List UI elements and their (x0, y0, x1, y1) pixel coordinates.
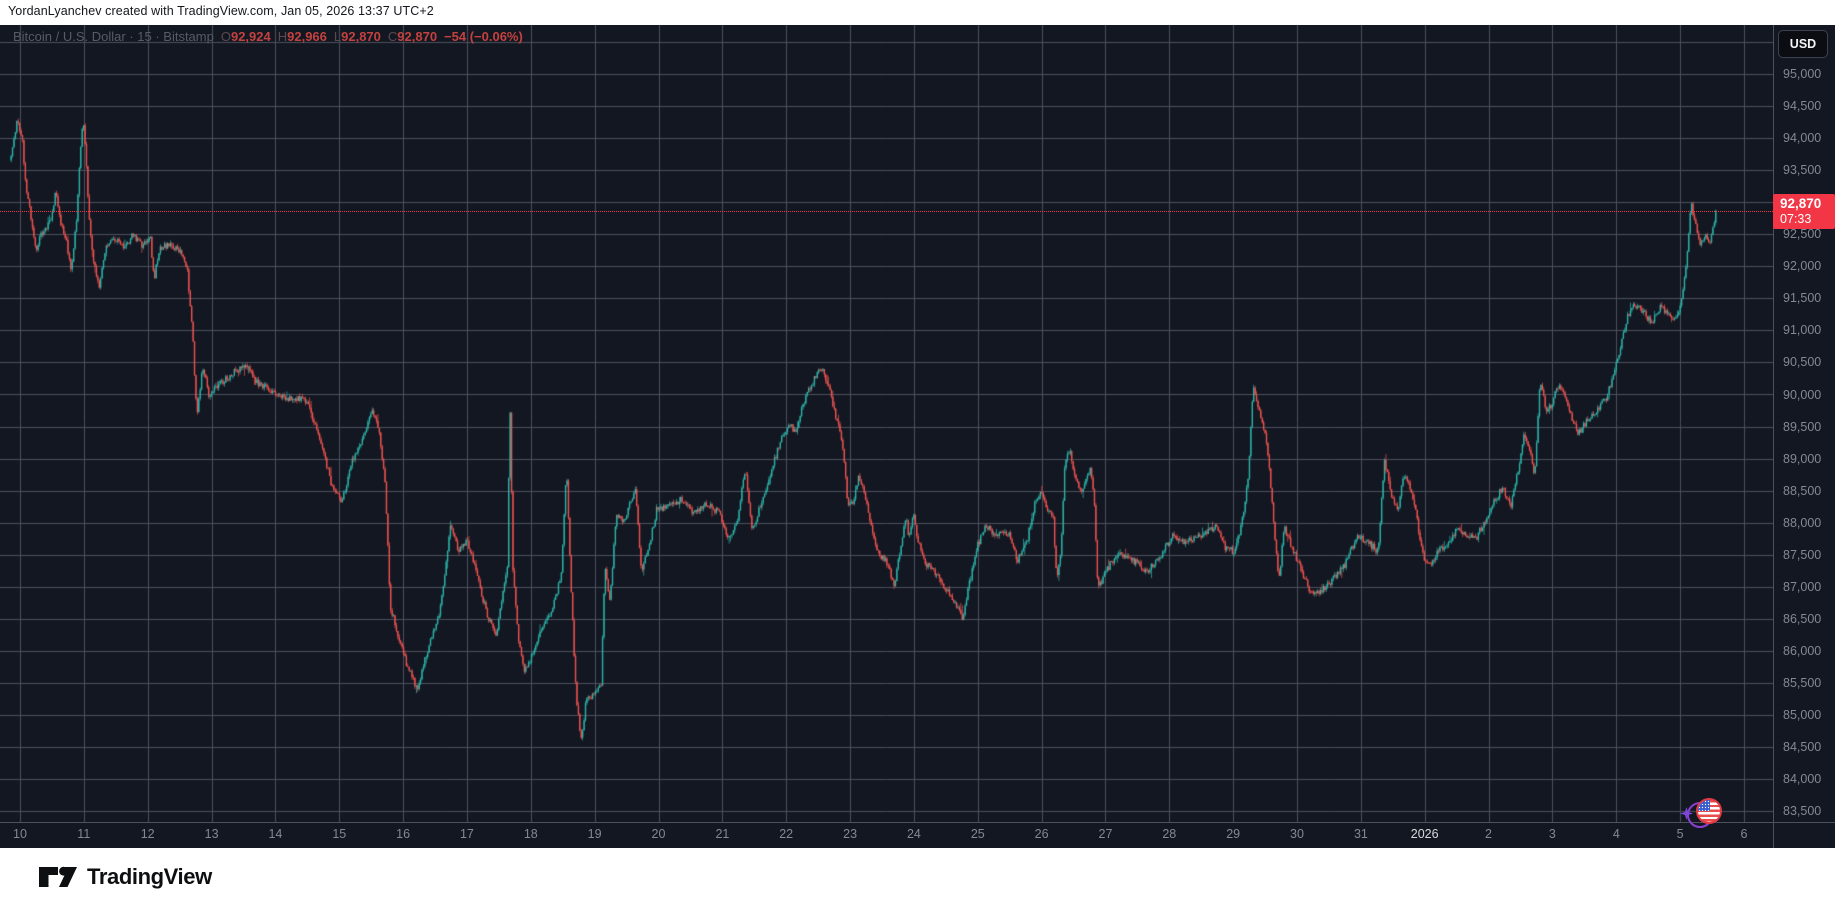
ohlc-value-O: 92,924 (230, 29, 271, 44)
price-tick-label: 85,500 (1783, 675, 1822, 690)
price-tick-label: 90,500 (1783, 355, 1822, 370)
price-axis[interactable]: 95,00094,50094,00093,50093,00092,50092,0… (1774, 25, 1835, 822)
flag-canton (1698, 800, 1711, 811)
tradingview-logo[interactable]: TradingView (38, 864, 212, 890)
time-tick-label-2026: 2026 (1410, 827, 1439, 841)
price-tick-label: 89,500 (1783, 419, 1822, 434)
ohlc-key-L: L (333, 29, 342, 44)
currency-toggle-button[interactable]: USD (1778, 30, 1828, 58)
price-tick-label: 92,500 (1783, 227, 1822, 242)
attribution-text: YordanLyanchev created with TradingView.… (8, 4, 434, 18)
footer-bar: TradingView (0, 848, 1835, 909)
time-tick-label-2: 2 (1485, 827, 1492, 841)
tradingview-logo-icon (39, 866, 77, 887)
symbol-legend[interactable]: Bitcoin / U.S. Dollar · 15 · Bitstamp O92… (13, 29, 523, 44)
price-tick-label: 86,000 (1783, 643, 1822, 658)
current-price-line (0, 210, 1773, 212)
ohlc-value-H: 92,966 (287, 29, 327, 44)
price-tick-label: 91,000 (1783, 323, 1822, 338)
time-tick-label-25: 25 (970, 827, 985, 841)
us-flag-event-marker[interactable] (1680, 795, 1728, 835)
time-tick-label-14: 14 (268, 827, 283, 841)
time-tick-label-28: 28 (1162, 827, 1177, 841)
time-tick-label-26: 26 (1034, 827, 1049, 841)
us-flag-icon (1696, 798, 1722, 824)
time-tick-label-15: 15 (332, 827, 347, 841)
time-tick-label-19: 19 (587, 827, 602, 841)
price-tick-label: 90,000 (1783, 387, 1822, 402)
time-tick-label-6: 6 (1740, 827, 1748, 841)
time-tick-label-21: 21 (715, 827, 730, 841)
ohlc-values: O92,924 H92,966 L92,870 C92,870 (214, 29, 437, 44)
price-tick-label: 88,500 (1783, 483, 1822, 498)
time-tick-label-5: 5 (1676, 827, 1684, 841)
time-tick-label-13: 13 (204, 827, 219, 841)
price-tick-label: 83,500 (1783, 804, 1822, 819)
price-tick-label: 88,000 (1783, 515, 1822, 530)
price-tick-label: 95,000 (1783, 67, 1822, 81)
time-tick-label-3: 3 (1548, 827, 1556, 841)
time-tick-label-11: 11 (77, 827, 91, 841)
ohlc-value-C: 92,870 (397, 29, 438, 44)
price-tick-label: 91,500 (1783, 291, 1822, 306)
price-axis-separator (1773, 25, 1774, 848)
time-tick-label-12: 12 (140, 827, 155, 841)
time-tick-label-10: 10 (13, 827, 27, 841)
time-axis-separator (0, 822, 1835, 823)
price-tick-label: 84,500 (1783, 740, 1822, 754)
price-tick-label: 93,500 (1783, 163, 1822, 178)
price-tick-label: 87,000 (1783, 579, 1822, 594)
current-price-value: 92,870 (1780, 195, 1822, 211)
ohlc-key-C: C (387, 29, 398, 44)
symbol-title[interactable]: Bitcoin / U.S. Dollar · 15 · Bitstamp (13, 29, 214, 44)
ohlc-key-H: H (277, 29, 288, 44)
time-tick-label-27: 27 (1098, 827, 1113, 841)
price-tick-label: 86,500 (1783, 611, 1822, 626)
time-tick-label-30: 30 (1290, 827, 1304, 841)
attribution-bar: YordanLyanchev created with TradingView.… (0, 0, 1835, 25)
current-price-badge: 92,870 07:33 (1773, 193, 1835, 229)
time-tick-label-17: 17 (459, 827, 474, 841)
time-tick-label-29: 29 (1226, 827, 1241, 841)
time-tick-label-18: 18 (523, 827, 538, 841)
price-tick-label: 89,000 (1783, 451, 1822, 466)
time-tick-label-23: 23 (843, 827, 858, 841)
bar-countdown: 07:33 (1780, 211, 1812, 226)
time-axis[interactable]: 10 11 12 13 14 15 16 17 18 19 20 21 22 23 24 25 26 27 28 29… (0, 823, 1835, 848)
time-tick-label-24: 24 (906, 827, 921, 841)
time-tick-label-20: 20 (651, 827, 666, 841)
price-tick-label: 87,500 (1783, 547, 1822, 562)
price-tick-label: 85,000 (1783, 708, 1822, 722)
time-tick-label-4: 4 (1612, 827, 1620, 841)
time-tick-label-31: 31 (1353, 827, 1368, 841)
ohlc-value-L: 92,870 (341, 29, 381, 44)
time-tick-label-16: 16 (396, 827, 411, 841)
time-tick-label-22: 22 (779, 827, 794, 841)
price-tick-label: 84,000 (1783, 772, 1822, 787)
change-value: −54 (−0.06%) (444, 29, 523, 44)
chart-container: Bitcoin / U.S. Dollar · 15 · Bitstamp O92… (0, 25, 1835, 848)
tradingview-logo-text: TradingView (87, 864, 212, 889)
price-tick-label: 92,000 (1783, 259, 1822, 274)
candlestick-canvas[interactable] (0, 25, 1773, 822)
price-tick-label: 94,000 (1783, 131, 1822, 146)
ohlc-key-O: O (220, 29, 231, 44)
price-tick-label: 94,500 (1783, 99, 1822, 113)
